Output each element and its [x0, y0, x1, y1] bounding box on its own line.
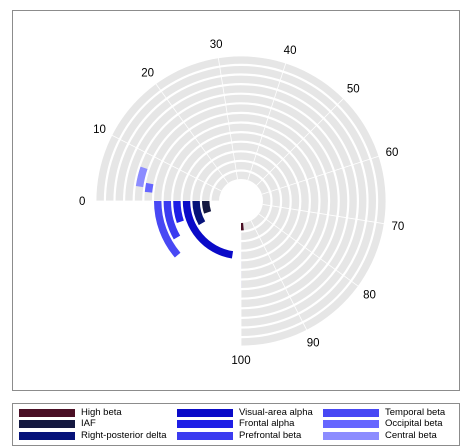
spoke-line [262, 204, 387, 225]
spoke-line [258, 213, 360, 288]
legend-swatch [19, 409, 75, 417]
tick-label: 40 [284, 45, 297, 57]
spoke-line [261, 155, 381, 195]
legend: High beta IAF Right-posterior delta Visual-… [12, 403, 460, 446]
bar-arc [241, 222, 244, 231]
legend-swatch [323, 420, 379, 428]
bar-arc [163, 201, 181, 240]
legend-label: IAF [81, 418, 96, 429]
tick-label: 80 [363, 289, 376, 301]
tick-label: 90 [307, 337, 320, 349]
bar-arc [135, 166, 148, 188]
chart-frame: 0 10 20 30 40 50 60 70 80 90 100 [12, 10, 460, 391]
spoke-line [247, 61, 287, 181]
legend-swatch [177, 420, 233, 428]
bar-layer [135, 166, 244, 288]
legend-swatch [19, 432, 75, 440]
tick-label: 100 [231, 355, 250, 367]
legend-label: High beta [81, 407, 122, 418]
legend-swatch [19, 420, 75, 428]
spoke-line [217, 55, 238, 180]
tick-label: 50 [347, 84, 360, 96]
spoke-line [250, 220, 309, 332]
legend-label: Occipital beta [385, 418, 443, 429]
legend-label: Prefrontal beta [239, 430, 302, 441]
bar-arc [154, 201, 181, 258]
tick-label: 10 [93, 124, 106, 136]
spoke-line [256, 96, 346, 186]
legend-label: Temporal beta [385, 407, 446, 418]
spoke-line [110, 133, 222, 192]
bar-arc [202, 201, 212, 214]
tick-label: 70 [391, 221, 404, 233]
bar-arc [144, 182, 154, 193]
radial-bar-chart: 0 10 20 30 40 50 60 70 80 90 100 [79, 39, 404, 367]
legend-label: Frontal alpha [239, 418, 295, 429]
spoke-line [154, 82, 229, 184]
legend-swatch [323, 409, 379, 417]
legend-swatch [177, 409, 233, 417]
tick-label: 60 [386, 147, 399, 159]
legend-swatch [323, 432, 379, 440]
tick-label: 20 [141, 68, 154, 80]
legend-label: Central beta [385, 430, 437, 441]
tick-label: 0 [79, 196, 85, 208]
bar-arc [182, 201, 234, 259]
tick-label-layer: 0 10 20 30 40 50 60 70 80 90 100 [79, 39, 404, 367]
tick-label: 30 [210, 39, 223, 51]
legend-label: Visual-area alpha [239, 407, 313, 418]
legend-label: Right-posterior delta [81, 430, 167, 441]
bar-arc [192, 201, 206, 226]
bar-arc [173, 201, 184, 223]
legend-swatch [177, 432, 233, 440]
